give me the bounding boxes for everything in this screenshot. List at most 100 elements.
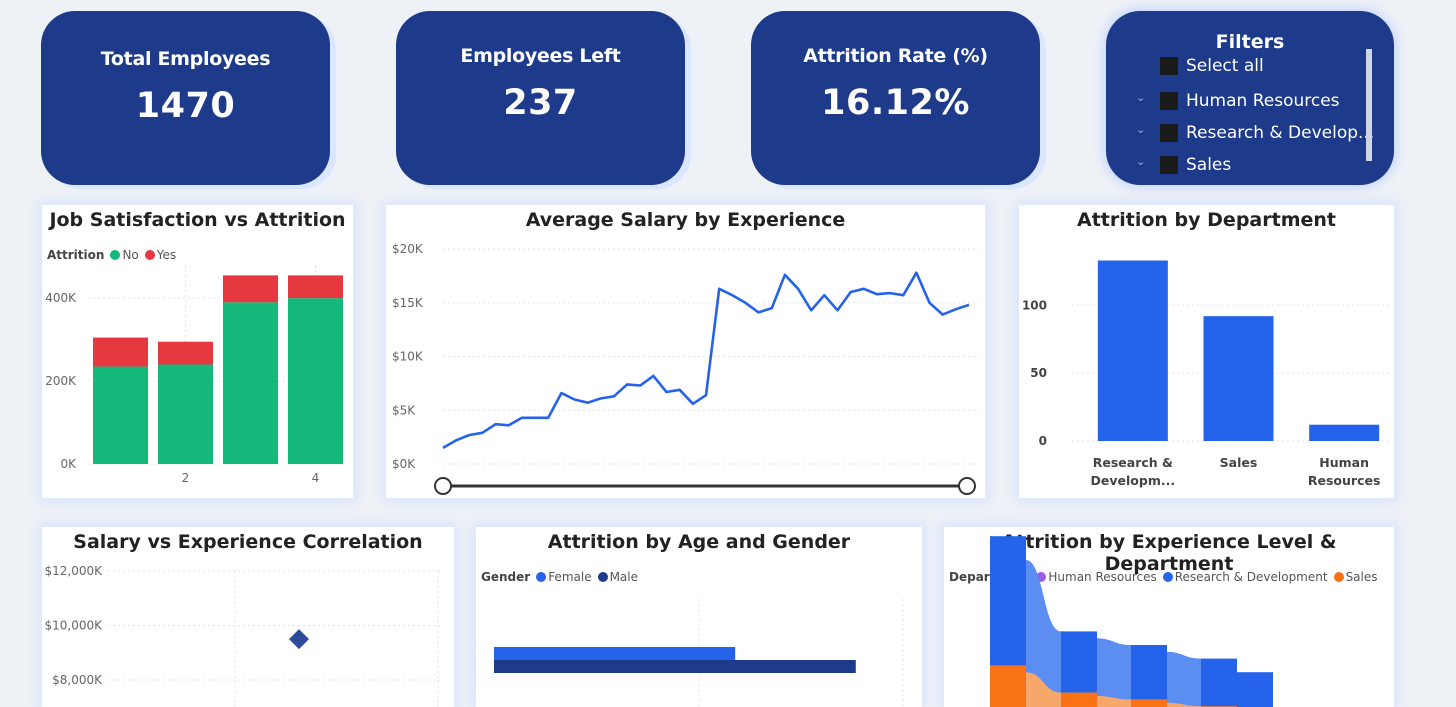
- checkbox[interactable]: [1160, 92, 1178, 110]
- checkbox[interactable]: [1160, 124, 1178, 142]
- kpi-value: 1470: [135, 86, 236, 126]
- area-research-development: [990, 536, 1237, 707]
- filter-scrollbar[interactable]: [1366, 49, 1372, 161]
- bar-research-development: [1131, 645, 1167, 700]
- dept-attrition-chart: Attrition by Department 0 50 100 Research &…: [1019, 205, 1394, 498]
- bar-research-development: [990, 536, 1026, 666]
- bar-yes: [223, 275, 278, 303]
- bar-female: [494, 647, 736, 660]
- bar-sales: [1061, 692, 1097, 707]
- scatter-point: [289, 629, 309, 650]
- bar-department: [1203, 316, 1274, 441]
- dept-attrition-plot: 0 50 100 Research & Developm... Sales Human Res…: [1022, 260, 1389, 488]
- legend-title: Gender: [481, 570, 531, 584]
- chevron-down-icon[interactable]: ⌄: [1136, 123, 1146, 136]
- range-slider-handle-left: [434, 477, 452, 495]
- chart-title: Attrition by Experience Level & Departme…: [1001, 531, 1337, 575]
- bar-no: [223, 302, 278, 464]
- x-tick-label: Sales: [1220, 455, 1258, 470]
- chart-legend: Gender Female Male: [481, 570, 638, 584]
- bar-sales: [990, 665, 1026, 707]
- age-gender-chart: Attrition by Age and Gender Gender Female…: [476, 527, 922, 707]
- filter-item-label: Select all: [1186, 56, 1264, 76]
- legend-item-hr: Human Resources: [1048, 570, 1157, 584]
- y-tick-label: 0: [1039, 434, 1047, 448]
- exp-dept-chart: Attrition by Experience Level & Departme…: [944, 527, 1394, 707]
- legend-swatch-sales: [1333, 572, 1344, 582]
- checkbox[interactable]: [1160, 57, 1178, 75]
- filter-item-label: Human Resources: [1186, 91, 1340, 111]
- legend-item-rd: Research & Development: [1174, 570, 1328, 584]
- series-line: [442, 271, 970, 450]
- chart-title: Salary vs Experience Correlation: [73, 531, 423, 553]
- y-tick-label: $12,000K: [45, 564, 104, 578]
- department-filter-slicer: Filters Select all ⌄ Human Resources ⌄ R…: [1106, 11, 1394, 185]
- y-tick-label: 400K: [45, 291, 77, 305]
- bar-department: [1097, 260, 1168, 441]
- salary-exp-plot: $8,000K $10,000K $12,000K: [45, 564, 440, 707]
- legend-swatch-male: [597, 572, 608, 582]
- kpi-value: 237: [503, 83, 578, 123]
- y-tick-label: $15K: [392, 296, 424, 310]
- bar-department: [1309, 424, 1380, 441]
- legend-item-no: No: [122, 248, 139, 262]
- legend-swatch-hr: [1036, 572, 1047, 582]
- kpi-value: 16.12%: [821, 83, 970, 123]
- legend-item-yes: Yes: [156, 248, 177, 262]
- job-satisfaction-plot: 0K 200K 400K 2 4: [45, 265, 348, 485]
- y-tick-label: $5K: [392, 403, 416, 417]
- bar-no: [158, 364, 213, 464]
- y-tick-label: 200K: [45, 374, 77, 388]
- job-satisfaction-chart: Job Satisfaction vs Attrition Attrition N…: [42, 205, 353, 498]
- y-tick-label: 0K: [60, 457, 77, 471]
- x-tick-label: Research & Developm...: [1091, 455, 1176, 488]
- bar-male: [494, 660, 856, 673]
- legend-item-sales: Sales: [1345, 570, 1378, 584]
- chevron-down-icon[interactable]: ⌄: [1136, 91, 1146, 104]
- bar-research-development: [1237, 672, 1273, 707]
- legend-swatch-rd: [1162, 572, 1173, 582]
- y-tick-label: 100: [1022, 298, 1047, 312]
- chart-title: Average Salary by Experience: [525, 209, 846, 231]
- chevron-down-icon[interactable]: ⌄: [1136, 155, 1146, 168]
- kpi-label: Total Employees: [100, 48, 271, 70]
- y-tick-label: $8,000K: [52, 673, 103, 687]
- legend-title: Attrition: [47, 248, 105, 262]
- bar-research-development: [1201, 658, 1237, 707]
- chart-title: Job Satisfaction vs Attrition: [49, 209, 346, 231]
- bar-yes: [288, 275, 343, 299]
- kpi-attrition-rate: Attrition Rate (%) 16.12%: [751, 11, 1040, 185]
- filter-item-label: Sales: [1186, 155, 1232, 175]
- chart-title: Attrition by Age and Gender: [547, 531, 851, 553]
- y-tick-label: $10K: [392, 350, 424, 364]
- y-tick-label: $10,000K: [45, 619, 104, 633]
- legend-item-male: Male: [609, 570, 639, 584]
- legend-swatch-no: [110, 250, 121, 260]
- age-gender-plot: [494, 599, 904, 707]
- y-tick-label: $0K: [392, 457, 416, 471]
- bar-sales: [1131, 699, 1167, 707]
- checkbox[interactable]: [1160, 156, 1178, 174]
- chart-legend: Attrition No Yes: [47, 248, 176, 262]
- kpi-label: Attrition Rate (%): [803, 45, 988, 67]
- y-tick-label: 50: [1030, 366, 1047, 380]
- filter-item-label: Research & Develop...: [1186, 123, 1375, 143]
- x-tick-label: 4: [312, 471, 320, 485]
- bar-research-development: [1061, 631, 1097, 693]
- avg-salary-plot: $0K $5K $10K $15K $20K: [392, 242, 979, 495]
- kpi-total-employees: Total Employees 1470: [41, 11, 330, 185]
- legend-item-female: Female: [548, 570, 592, 584]
- filters-title: Filters: [1215, 31, 1285, 53]
- y-tick-label: $20K: [392, 242, 424, 256]
- bar-no: [288, 298, 343, 464]
- area-sales: [990, 665, 1211, 707]
- exp-dept-plot: [990, 536, 1273, 707]
- bar-no: [93, 366, 148, 464]
- kpi-label: Employees Left: [460, 45, 621, 67]
- range-slider-handle-right: [958, 477, 976, 495]
- legend-swatch-female: [536, 572, 547, 582]
- bar-yes: [158, 341, 213, 365]
- x-tick-label: Human Resources: [1308, 455, 1381, 488]
- x-tick-label: 2: [182, 471, 190, 485]
- bar-yes: [93, 337, 148, 367]
